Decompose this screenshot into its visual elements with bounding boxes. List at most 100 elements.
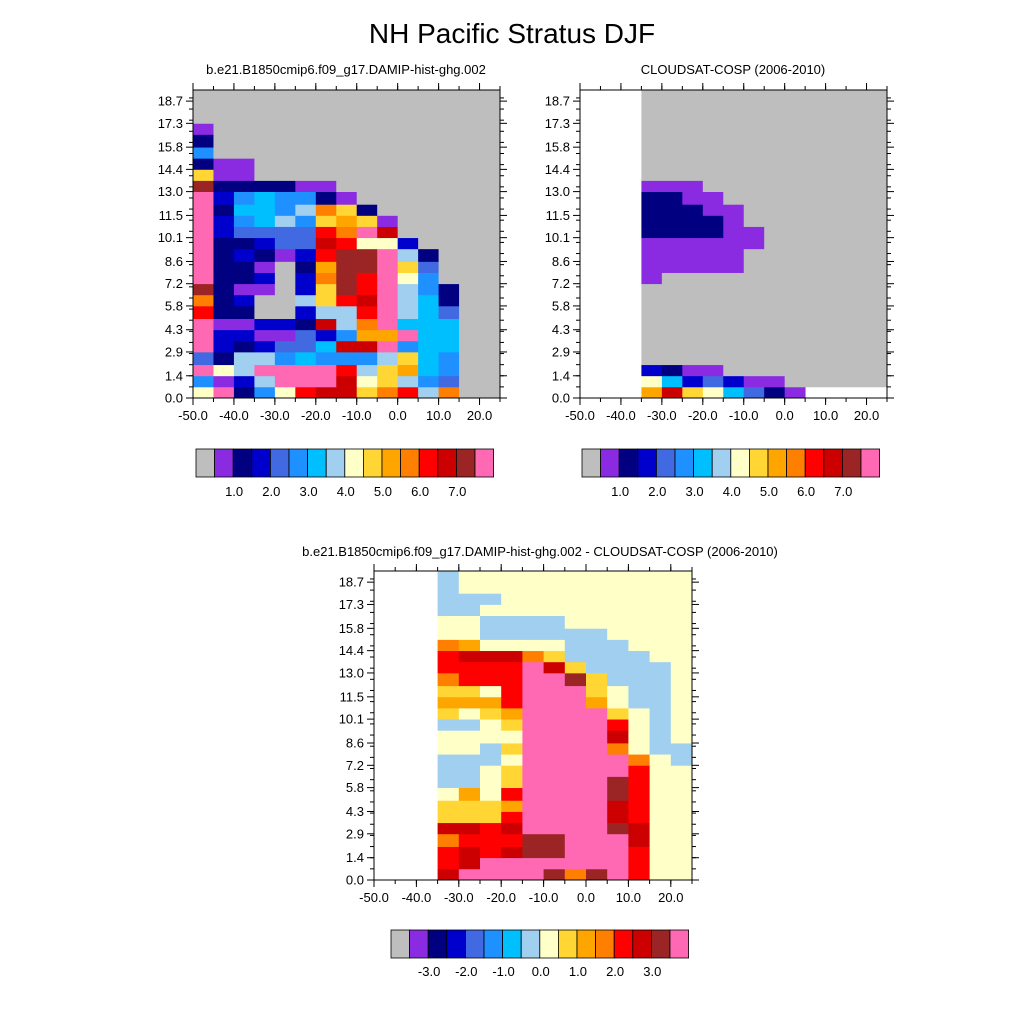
heatmap-cell bbox=[805, 340, 826, 353]
colorbar-label: 6.0 bbox=[411, 484, 429, 499]
heatmap-cell bbox=[649, 743, 672, 755]
heatmap-cell bbox=[543, 868, 566, 881]
heatmap-cell bbox=[641, 169, 663, 181]
heatmap-cell bbox=[743, 204, 765, 216]
heatmap-cell bbox=[480, 719, 502, 731]
heatmap-cell bbox=[233, 318, 255, 331]
heatmap-cell bbox=[356, 305, 378, 320]
heatmap-cell bbox=[356, 204, 378, 216]
colorbar-box bbox=[804, 448, 825, 478]
heatmap-cell bbox=[628, 685, 650, 698]
heatmap-cell bbox=[628, 833, 650, 847]
y-tick-label: 17.3 bbox=[339, 597, 364, 612]
colorbar-label: 2.0 bbox=[606, 964, 624, 979]
heatmap-cell bbox=[501, 822, 523, 835]
heatmap-cell bbox=[458, 650, 481, 663]
colorbar-box bbox=[618, 448, 639, 478]
colorbar-box bbox=[427, 929, 448, 959]
heatmap-cell bbox=[543, 571, 566, 583]
heatmap-cell bbox=[866, 272, 888, 285]
colorbar-box bbox=[842, 448, 862, 478]
heatmap-cell bbox=[825, 147, 847, 159]
heatmap-cell bbox=[418, 101, 439, 113]
heatmap-cell bbox=[480, 730, 502, 744]
heatmap-cell bbox=[438, 283, 460, 296]
heatmap-cell bbox=[336, 112, 358, 124]
colorbar-box bbox=[344, 448, 364, 478]
heatmap-cell bbox=[670, 811, 693, 824]
heatmap-cell bbox=[825, 123, 847, 135]
heatmap-cell bbox=[764, 305, 786, 320]
heatmap-cell bbox=[377, 261, 399, 273]
colorbar-box bbox=[483, 929, 504, 959]
heatmap-cell bbox=[641, 283, 663, 296]
heatmap-cell bbox=[418, 351, 439, 366]
heatmap-cell bbox=[607, 604, 629, 616]
heatmap-cell bbox=[784, 305, 806, 320]
heatmap-cell bbox=[356, 90, 378, 102]
heatmap-cell bbox=[641, 226, 663, 239]
heatmap-cell bbox=[479, 272, 501, 285]
colorbar-box bbox=[474, 448, 495, 478]
heatmap-cell bbox=[641, 123, 663, 135]
heatmap-cell bbox=[295, 158, 317, 170]
y-tick-label: 5.8 bbox=[165, 298, 183, 313]
heatmap-cell bbox=[397, 294, 419, 307]
heatmap-cell bbox=[825, 169, 847, 181]
heatmap-cell bbox=[628, 661, 650, 674]
colorbar-label: -2.0 bbox=[455, 964, 477, 979]
heatmap-cell bbox=[764, 329, 786, 342]
heatmap-cell bbox=[825, 112, 847, 124]
heatmap-cell bbox=[723, 134, 745, 148]
heatmap-cell bbox=[193, 123, 214, 135]
heatmap-cell bbox=[418, 215, 439, 227]
heatmap-cell bbox=[397, 134, 419, 148]
heatmap-cell bbox=[274, 386, 296, 399]
y-tick-label: 0.0 bbox=[165, 391, 183, 406]
heatmap-cell bbox=[543, 661, 566, 674]
heatmap-cell bbox=[480, 776, 502, 789]
heatmap-cell bbox=[501, 628, 523, 640]
heatmap-cell bbox=[661, 248, 683, 262]
heatmap-cell bbox=[233, 191, 255, 205]
heatmap-cell bbox=[723, 329, 745, 342]
x-tick-label: -10.0 bbox=[342, 408, 372, 423]
heatmap-cell bbox=[458, 765, 481, 777]
heatmap-cell bbox=[649, 685, 672, 698]
heatmap-cell bbox=[397, 123, 419, 135]
panel-3: b.e21.B1850cmip6.f09_g17.DAMIP-hist-ghg.… bbox=[302, 544, 778, 979]
y-tick-label: 17.3 bbox=[545, 116, 570, 131]
heatmap-cell bbox=[846, 261, 867, 273]
colorbar-box bbox=[711, 448, 732, 478]
colorbar-box bbox=[581, 448, 602, 478]
heatmap-cell bbox=[377, 169, 399, 181]
x-tick-label: -50.0 bbox=[359, 890, 389, 905]
heatmap-cell bbox=[784, 169, 806, 181]
x-tick-label: -40.0 bbox=[606, 408, 636, 423]
heatmap-cell bbox=[315, 351, 337, 366]
heatmap-cell bbox=[213, 123, 235, 135]
heatmap-cell bbox=[649, 846, 672, 859]
heatmap-cell bbox=[670, 650, 693, 663]
panel-2: CLOUDSAT-COSP (2006-2010) -50.0 -40.0 -30.0… bbox=[545, 62, 894, 499]
heatmap-cell bbox=[233, 169, 255, 181]
heatmap-cell bbox=[641, 134, 663, 148]
heatmap-cell bbox=[254, 261, 276, 273]
y-tick-label: 0.0 bbox=[346, 873, 364, 888]
heatmap-cell bbox=[418, 112, 439, 124]
heatmap-cell bbox=[459, 112, 480, 124]
heatmap-cell bbox=[458, 719, 481, 731]
heatmap-cell bbox=[628, 811, 650, 824]
heatmap-cell bbox=[805, 375, 826, 388]
heatmap-cell bbox=[846, 329, 867, 342]
heatmap-cell bbox=[866, 283, 888, 296]
heatmap-cell bbox=[458, 787, 481, 801]
heatmap-cell bbox=[193, 294, 214, 307]
y-tick-label: 2.9 bbox=[346, 826, 364, 841]
heatmap-cell bbox=[702, 169, 724, 181]
heatmap-cell bbox=[501, 811, 523, 824]
heatmap-cell bbox=[564, 719, 587, 731]
heatmap-cell bbox=[586, 604, 608, 616]
heatmap-cell bbox=[670, 571, 693, 583]
heatmap-cell bbox=[628, 765, 650, 777]
